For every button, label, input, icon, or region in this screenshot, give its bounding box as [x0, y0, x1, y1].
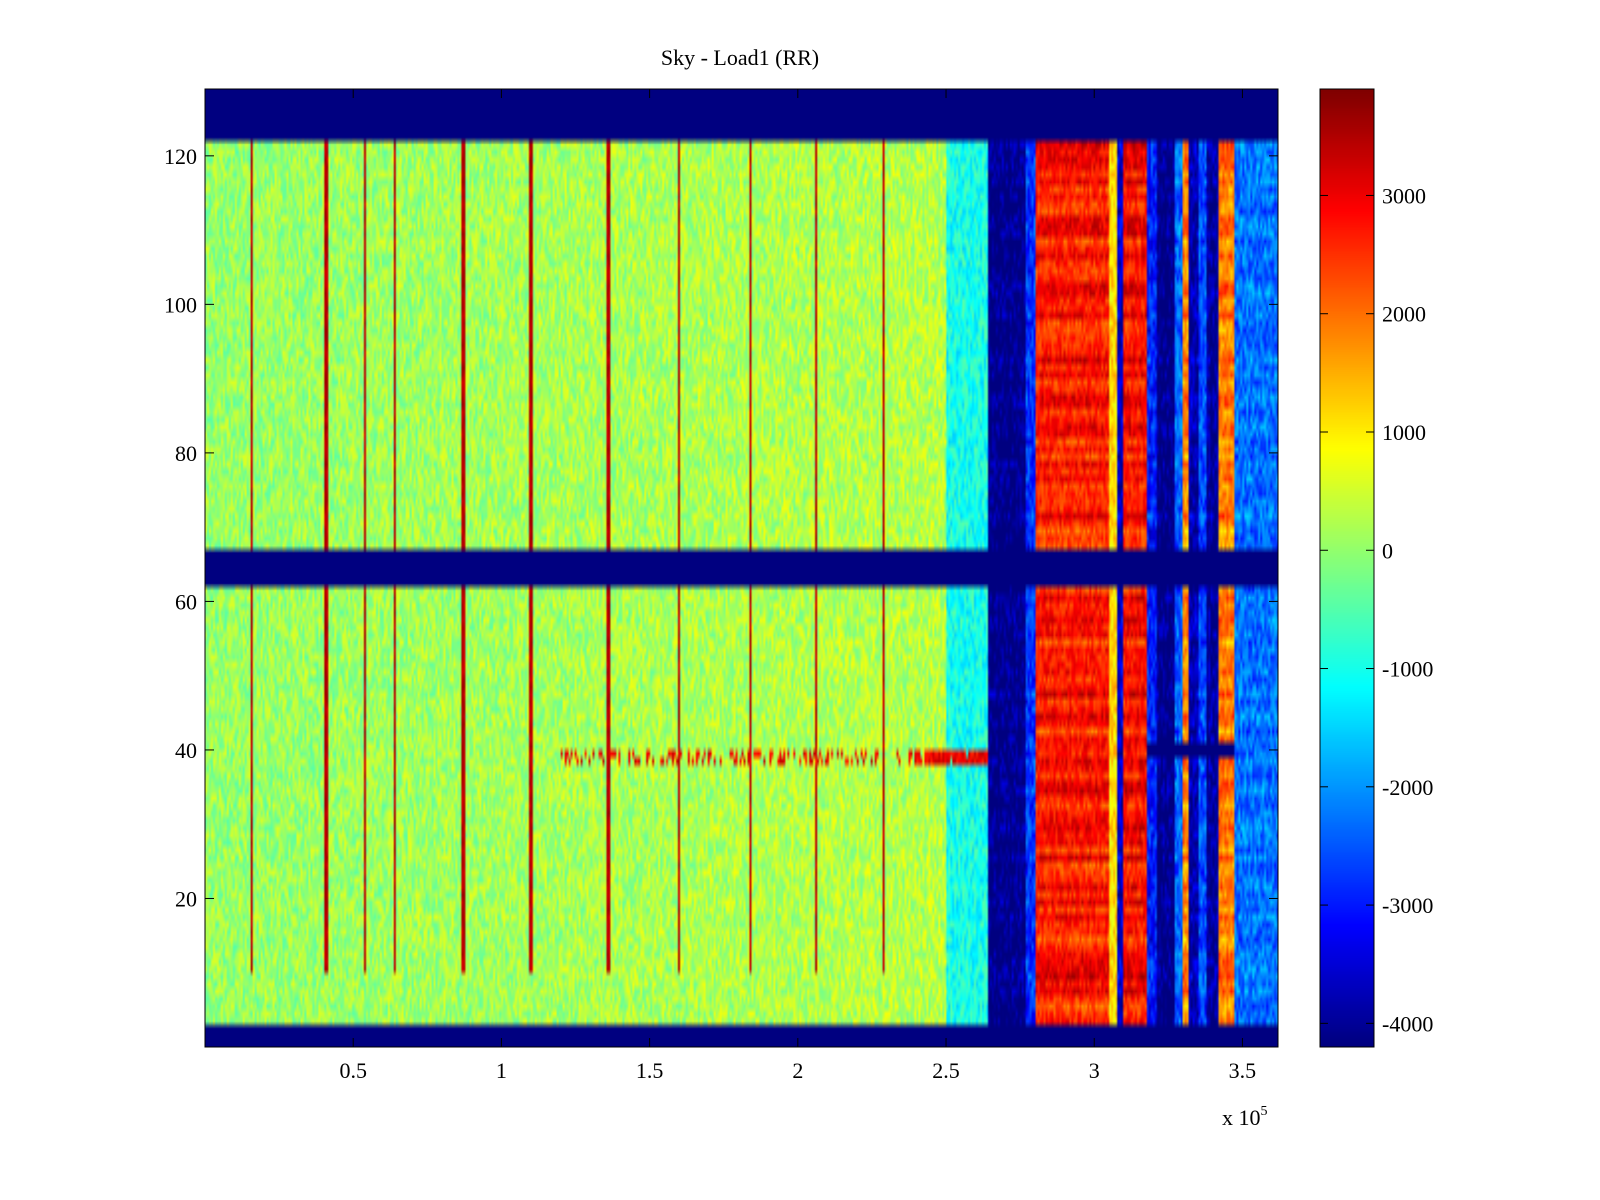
colorbar-tick-label: -3000 — [1382, 893, 1433, 918]
x-tick-label: 3.5 — [1229, 1058, 1257, 1083]
x-multiplier-prefix: x 10 — [1222, 1105, 1261, 1130]
colorbar-tick-label: 0 — [1382, 538, 1393, 563]
colorbar-tick-label: -2000 — [1382, 775, 1433, 800]
y-axis: 20 40 60 80 100 120 — [164, 144, 1278, 911]
y-tick-label: 20 — [175, 886, 197, 911]
x-tick-label: 1.5 — [636, 1058, 664, 1083]
x-tick-label: 2.5 — [932, 1058, 960, 1083]
plot-frame — [204, 88, 1279, 1048]
chart-title: Sky - Load1 (RR) — [661, 45, 819, 70]
colorbar-frame — [1319, 88, 1375, 1048]
x-tick-label: 3 — [1089, 1058, 1100, 1083]
x-multiplier-label: x 105 — [1222, 1104, 1268, 1130]
y-tick-label: 40 — [175, 738, 197, 763]
x-tick-label: 2 — [792, 1058, 803, 1083]
colorbar-tick-label: 2000 — [1382, 302, 1426, 327]
y-tick-label: 60 — [175, 589, 197, 614]
y-tick-label: 100 — [164, 292, 197, 317]
x-tick-label: 1 — [496, 1058, 507, 1083]
heatmap-image — [205, 89, 1278, 1047]
colorbar-tick-label: 3000 — [1382, 183, 1426, 208]
x-axis: 0.5 1 1.5 2 2.5 3 3.5 — [339, 89, 1256, 1083]
y-tick-label: 120 — [164, 144, 197, 169]
heatmap-plot: 0.5 1 1.5 2 2.5 3 3.5 20 40 60 80 100 120 — [164, 88, 1279, 1083]
x-multiplier-exponent: 5 — [1261, 1104, 1268, 1119]
colorbar-axis: -4000 -3000 -2000 -1000 0 1000 2000 3000 — [1320, 183, 1433, 1036]
colorbar-image — [1320, 89, 1374, 1047]
x-tick-label: 0.5 — [339, 1058, 367, 1083]
y-tick-label: 80 — [175, 441, 197, 466]
colorbar-tick-label: -4000 — [1382, 1011, 1433, 1036]
colorbar-tick-label: -1000 — [1382, 657, 1433, 682]
colorbar-tick-label: 1000 — [1382, 420, 1426, 445]
colorbar: -4000 -3000 -2000 -1000 0 1000 2000 3000 — [1319, 88, 1433, 1048]
